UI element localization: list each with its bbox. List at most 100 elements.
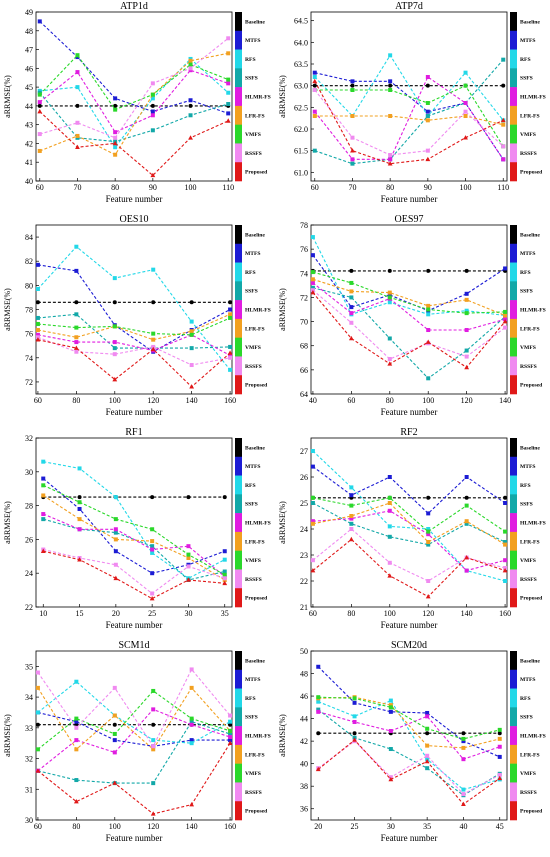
data-point	[112, 731, 117, 736]
legend-label: LFR-FS	[245, 326, 265, 332]
data-point	[387, 290, 392, 295]
data-point	[188, 62, 193, 67]
data-point	[425, 156, 431, 162]
data-point	[113, 527, 118, 532]
data-point	[463, 135, 468, 140]
data-point	[464, 328, 469, 333]
legend-swatch-hlmr-fs	[235, 513, 242, 533]
legend-swatch-mtfs	[235, 30, 242, 50]
data-point	[349, 311, 354, 316]
data-point	[387, 524, 392, 529]
data-point	[349, 485, 354, 490]
data-point	[426, 303, 431, 308]
series-line	[37, 668, 231, 748]
data-point	[226, 81, 231, 86]
series-rssfs	[312, 88, 506, 157]
series-line	[37, 721, 231, 784]
data-point	[464, 297, 469, 302]
y-tick-label: 64	[300, 390, 308, 399]
legend-swatch-hlmr-fs	[510, 513, 517, 533]
data-point	[151, 744, 156, 749]
data-point	[497, 731, 502, 736]
x-tick-label: 35	[221, 609, 229, 618]
chart-oes10: OES10 60 80 100 120 140 160 72 74 76 78 80 82 84 Featu…	[3, 214, 271, 417]
data-point	[387, 508, 392, 513]
legend-swatch-rfs	[235, 475, 242, 495]
data-point	[464, 311, 469, 316]
data-point	[316, 664, 321, 669]
data-point	[37, 132, 42, 137]
data-point	[503, 501, 508, 505]
x-tick-label: 60	[309, 609, 317, 618]
legend-swatch-proposed	[235, 162, 242, 182]
legend-swatch-rssfs	[510, 569, 517, 589]
legend-swatch-proposed	[235, 588, 242, 608]
data-point	[40, 548, 46, 554]
x-tick-label: 20	[314, 822, 322, 831]
data-point	[310, 495, 315, 500]
x-tick-label: 10	[39, 609, 47, 618]
data-point	[41, 493, 46, 498]
data-point	[425, 743, 430, 748]
legend-swatch-ssfs	[235, 68, 242, 88]
data-point	[35, 332, 40, 337]
data-point	[113, 145, 118, 150]
data-point	[74, 325, 79, 330]
data-point	[227, 740, 233, 745]
legend-label: LFR-FS	[245, 539, 265, 545]
series-line	[318, 699, 500, 791]
y-tick-label: 22	[25, 603, 33, 612]
series-vmfs	[316, 695, 502, 741]
chart-rf2: RF2 60 80 100 120 140 160 21 22 23 24 25 26 27 Feature…	[278, 427, 546, 630]
data-point	[189, 722, 194, 727]
data-point	[228, 300, 233, 305]
legend-label: RFS	[520, 696, 531, 702]
x-axis-label: Feature number	[106, 833, 163, 843]
data-point	[113, 530, 118, 535]
data-point	[150, 172, 156, 178]
data-point	[352, 700, 357, 705]
x-axis-label: Feature number	[381, 833, 438, 843]
y-tick-label: 35	[25, 662, 33, 671]
data-point	[352, 737, 357, 742]
series-proposed	[315, 737, 503, 807]
data-point	[73, 345, 79, 350]
legend-swatch-baseline	[235, 438, 242, 458]
series-line	[39, 58, 229, 149]
y-tick-label: 64.0	[294, 38, 308, 47]
data-point	[426, 511, 431, 516]
series-line	[37, 339, 231, 388]
data-point	[464, 308, 469, 313]
legend-swatch-ssfs	[510, 707, 517, 727]
series-ssfs	[312, 57, 506, 166]
y-tick-label: 72	[300, 293, 308, 302]
data-point	[228, 344, 233, 349]
data-point	[113, 107, 118, 112]
y-tick-label: 44	[300, 715, 308, 724]
series-rssfs	[35, 667, 233, 749]
legend-swatch-rfs	[235, 262, 242, 282]
data-point	[463, 101, 468, 105]
series-line	[37, 334, 231, 356]
data-point	[112, 352, 117, 357]
legend-swatch-lfr-fs	[510, 744, 517, 764]
data-point	[497, 772, 502, 777]
data-point	[349, 493, 354, 498]
legend-label: LFR-FS	[520, 113, 540, 119]
data-point	[387, 475, 392, 479]
series-hlmr-fs	[41, 512, 227, 579]
legend-label: VMFS	[245, 771, 261, 777]
data-point	[461, 745, 466, 750]
data-point	[189, 719, 194, 724]
data-point	[112, 276, 117, 281]
data-point	[150, 346, 156, 352]
chart-title: SCM1d	[118, 640, 149, 651]
data-point	[388, 114, 393, 118]
data-point	[349, 516, 354, 521]
data-point	[425, 118, 430, 123]
legend-label: LFR-FS	[520, 539, 540, 545]
series-line	[314, 84, 504, 147]
legend-label: SSFS	[245, 502, 258, 508]
data-point	[186, 555, 191, 560]
data-point	[35, 315, 40, 320]
